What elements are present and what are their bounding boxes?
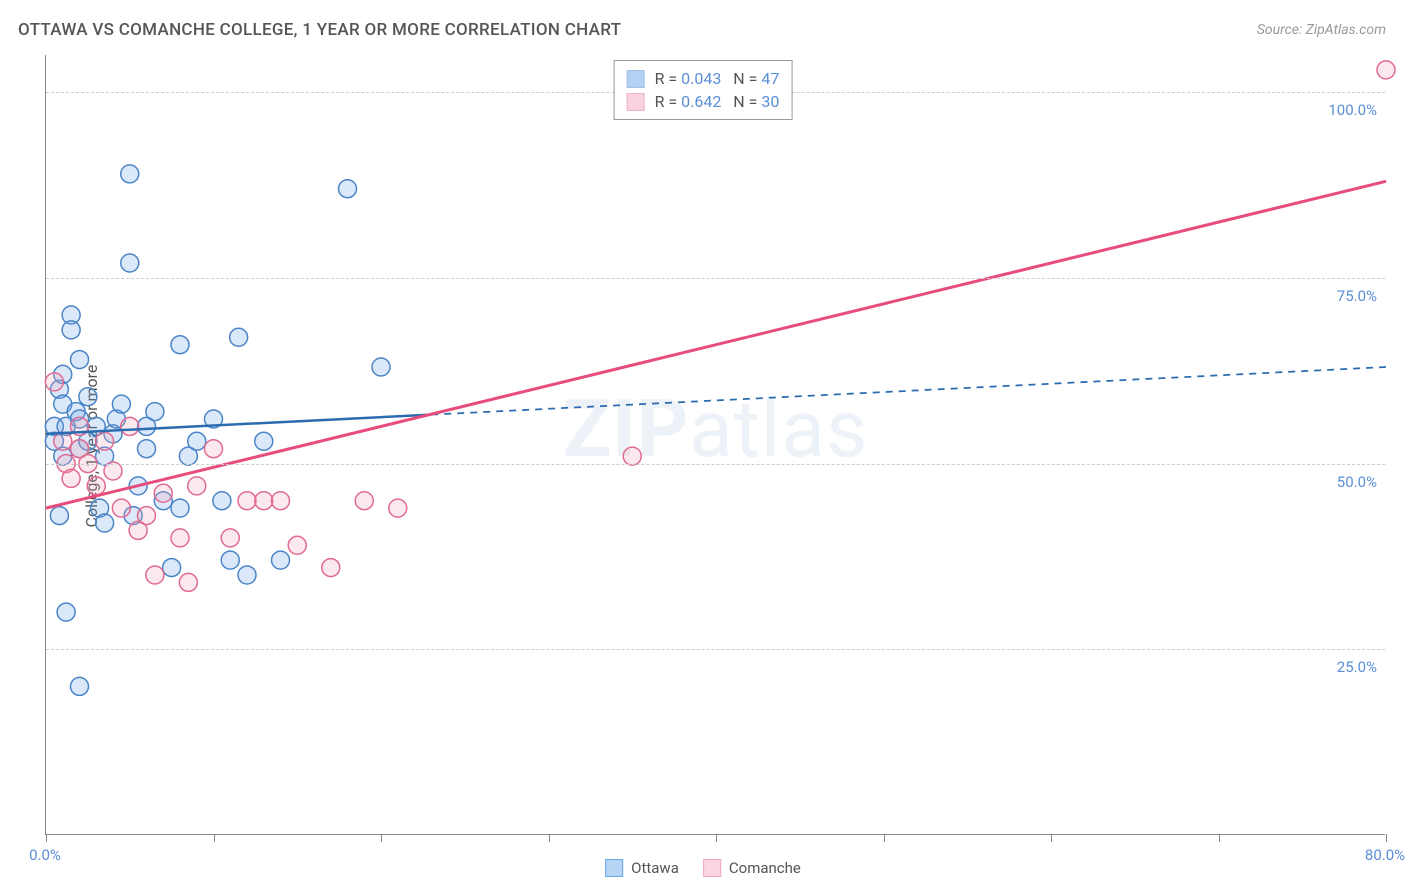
chart-title: OTTAWA VS COMANCHE COLLEGE, 1 YEAR OR MO… <box>18 20 621 40</box>
y-tick-label: 75.0% <box>1337 287 1377 305</box>
data-point <box>1377 61 1395 79</box>
legend-swatch <box>627 70 645 88</box>
data-point <box>188 432 206 450</box>
data-point <box>104 462 122 480</box>
legend-correlation-text: R = 0.043 N = 47 <box>655 69 780 88</box>
data-point <box>50 507 68 525</box>
data-point <box>71 677 89 695</box>
data-point <box>154 484 172 502</box>
legend-series-label: Comanche <box>729 859 801 877</box>
legend-correlation-text: R = 0.642 N = 30 <box>655 92 780 111</box>
data-point <box>272 492 290 510</box>
x-tick <box>46 834 47 842</box>
data-point <box>272 551 290 569</box>
data-point <box>221 529 239 547</box>
data-point <box>163 559 181 577</box>
data-point <box>112 499 130 517</box>
x-tick <box>549 834 550 842</box>
plot-area: ZIPatlas 25.0%50.0%75.0%100.0% <box>45 55 1385 835</box>
x-tick-label: 0.0% <box>29 846 61 864</box>
data-point <box>623 447 641 465</box>
data-point <box>255 492 273 510</box>
legend-series-item: Ottawa <box>605 859 679 877</box>
legend-swatch <box>627 93 645 111</box>
legend-correlation: R = 0.043 N = 47 R = 0.642 N = 30 <box>614 60 793 120</box>
data-point <box>138 507 156 525</box>
data-point <box>205 440 223 458</box>
data-point <box>112 395 130 413</box>
legend-swatch <box>605 859 623 877</box>
legend-swatch <box>703 859 721 877</box>
data-point <box>171 499 189 517</box>
data-point <box>238 492 256 510</box>
data-point <box>45 373 63 391</box>
data-point <box>355 492 373 510</box>
data-point <box>138 440 156 458</box>
gridline <box>46 649 1385 650</box>
y-tick-label: 100.0% <box>1328 101 1377 119</box>
x-tick <box>716 834 717 842</box>
data-point <box>339 180 357 198</box>
data-point <box>121 165 139 183</box>
data-point <box>221 551 239 569</box>
data-point <box>62 469 80 487</box>
data-point <box>146 403 164 421</box>
x-tick <box>381 834 382 842</box>
x-tick-label: 80.0% <box>1365 846 1405 864</box>
x-tick <box>1219 834 1220 842</box>
data-point <box>322 559 340 577</box>
source-attribution: Source: ZipAtlas.com <box>1257 22 1386 38</box>
legend-series: Ottawa Comanche <box>605 859 801 877</box>
gridline <box>46 464 1385 465</box>
y-tick-label: 50.0% <box>1337 473 1377 491</box>
data-point <box>96 514 114 532</box>
x-tick <box>1386 834 1387 842</box>
x-tick <box>1051 834 1052 842</box>
data-point <box>62 321 80 339</box>
data-point <box>389 499 407 517</box>
plot-svg <box>46 55 1385 834</box>
trend-line-solid <box>46 181 1386 508</box>
legend-series-item: Comanche <box>703 859 801 877</box>
data-point <box>79 388 97 406</box>
data-point <box>54 432 72 450</box>
legend-correlation-row: R = 0.043 N = 47 <box>627 67 780 90</box>
data-point <box>255 432 273 450</box>
data-point <box>171 529 189 547</box>
legend-series-label: Ottawa <box>631 859 679 877</box>
data-point <box>188 477 206 495</box>
data-point <box>57 603 75 621</box>
x-tick <box>884 834 885 842</box>
data-point <box>71 351 89 369</box>
data-point <box>121 417 139 435</box>
y-tick-label: 25.0% <box>1337 658 1377 676</box>
data-point <box>238 566 256 584</box>
data-point <box>372 358 390 376</box>
x-tick <box>214 834 215 842</box>
trend-line-dashed <box>431 367 1386 415</box>
data-point <box>288 536 306 554</box>
data-point <box>87 477 105 495</box>
gridline <box>46 278 1385 279</box>
data-point <box>230 328 248 346</box>
data-point <box>171 336 189 354</box>
legend-correlation-row: R = 0.642 N = 30 <box>627 90 780 113</box>
data-point <box>146 566 164 584</box>
data-point <box>213 492 231 510</box>
data-point <box>121 254 139 272</box>
data-point <box>179 573 197 591</box>
data-point <box>96 432 114 450</box>
